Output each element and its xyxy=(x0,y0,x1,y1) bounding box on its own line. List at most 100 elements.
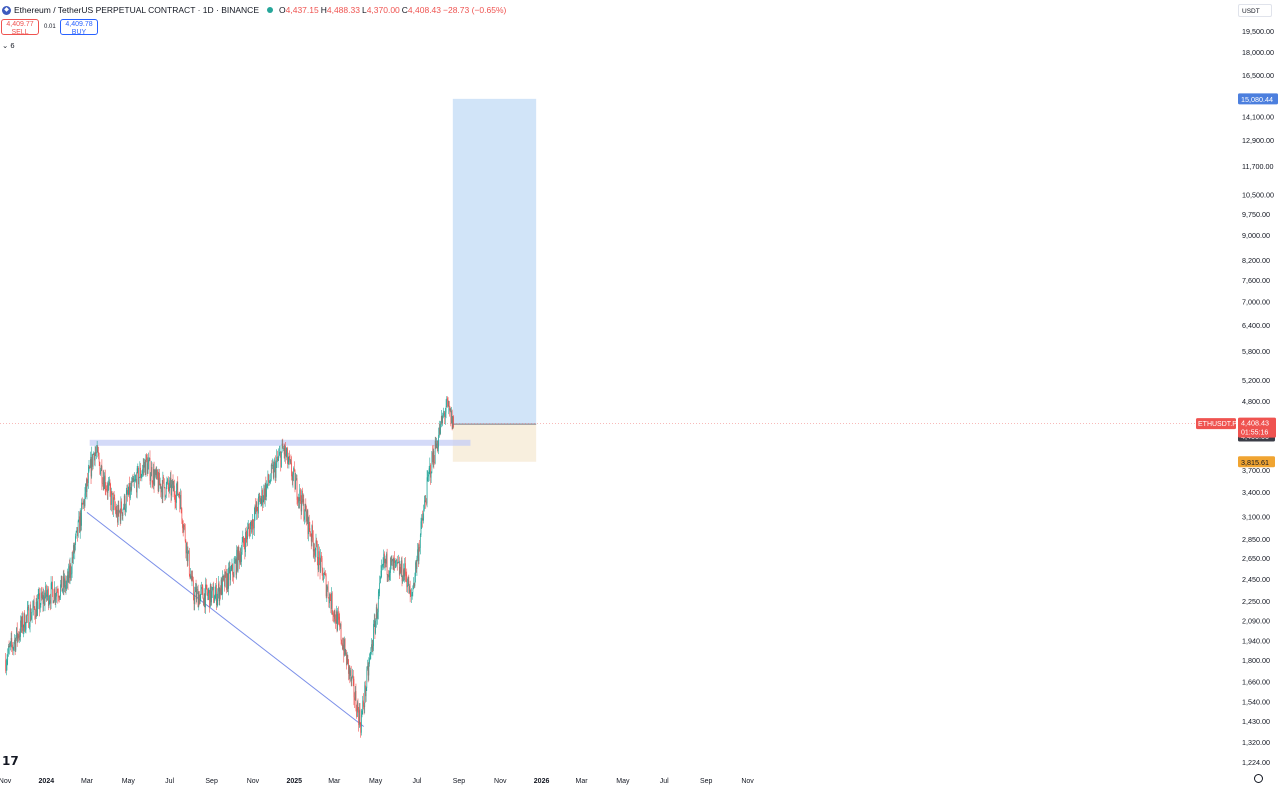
candle-body xyxy=(50,583,52,604)
candle-body xyxy=(61,575,63,592)
candle-body xyxy=(178,494,179,495)
spread-value: 0.01 xyxy=(44,24,56,30)
candle-body xyxy=(291,462,292,477)
candle-body xyxy=(55,596,57,600)
candle-body xyxy=(354,697,355,701)
candle-body xyxy=(279,452,280,456)
candle-body xyxy=(88,466,90,472)
descending-trendline[interactable] xyxy=(86,511,364,727)
candle-body xyxy=(203,598,204,606)
candle-body xyxy=(305,503,307,512)
candle-body xyxy=(371,644,373,650)
indicators-toggle[interactable]: ⌄ 6 xyxy=(2,41,15,50)
candle-body xyxy=(392,558,394,570)
candle-body xyxy=(415,562,417,570)
candle-body xyxy=(369,653,371,659)
candle-body xyxy=(284,445,286,455)
sell-button[interactable]: 4,409.77 SELL xyxy=(1,19,39,36)
candle-body xyxy=(325,573,326,576)
candle-body xyxy=(306,510,308,522)
candle-body xyxy=(330,600,332,609)
candle-body xyxy=(190,575,192,581)
candle-body xyxy=(359,709,361,724)
candle-body xyxy=(250,520,252,526)
candle-body xyxy=(18,634,19,639)
candle-body xyxy=(331,592,333,614)
tradingview-logo-icon[interactable]: 𝟭𝟳 xyxy=(2,754,19,768)
candle-body xyxy=(190,575,191,579)
long-position-profit-zone[interactable] xyxy=(452,98,537,425)
candle-body xyxy=(83,500,85,506)
candle-body xyxy=(140,467,141,478)
candle-body xyxy=(54,588,56,600)
candle-body xyxy=(185,541,187,554)
candle-body xyxy=(323,578,324,581)
candle-body xyxy=(375,620,376,634)
candle-body xyxy=(41,592,42,598)
candle-body xyxy=(176,481,178,491)
stop-price-label: 3,815.61 xyxy=(1241,458,1269,467)
candle-body xyxy=(205,584,206,608)
candle-body xyxy=(60,575,62,585)
candle-body xyxy=(90,459,92,477)
candle-body xyxy=(242,536,244,543)
candle-body xyxy=(341,640,343,644)
price-tick-label: 2,090.00 xyxy=(1242,617,1270,626)
buy-label: BUY xyxy=(71,28,87,36)
candle-body xyxy=(360,723,362,733)
buy-button[interactable]: 4,409.78 BUY xyxy=(60,19,98,36)
candle-body xyxy=(289,455,290,461)
candle-body xyxy=(74,544,76,553)
settings-icon[interactable] xyxy=(1254,774,1263,783)
candle-body xyxy=(448,405,450,407)
candle-body xyxy=(154,474,156,485)
candle-body xyxy=(67,575,69,583)
candle-body xyxy=(246,535,248,540)
indicators-count: 6 xyxy=(10,41,15,50)
candle-body xyxy=(288,455,290,463)
candle-body xyxy=(10,638,12,643)
candle-body xyxy=(211,587,213,592)
candle-body xyxy=(107,484,109,493)
candle-body xyxy=(292,474,294,481)
candle-body xyxy=(365,685,366,697)
candle-body xyxy=(14,639,16,651)
candle-body xyxy=(287,448,288,464)
candle-body xyxy=(278,455,280,460)
candle-body xyxy=(370,648,372,654)
candle-body xyxy=(364,685,366,707)
candle-body xyxy=(438,427,440,435)
candle-body xyxy=(80,512,82,526)
candle-body xyxy=(81,502,83,504)
candle-body xyxy=(192,580,194,599)
candle-body xyxy=(352,675,353,677)
candle-body xyxy=(203,593,205,606)
candle-body xyxy=(344,639,346,654)
candle-body xyxy=(139,467,141,478)
resistance-zone[interactable] xyxy=(89,439,471,446)
candle-body xyxy=(327,586,328,590)
candle-body xyxy=(412,589,414,593)
time-tick-label: Sep xyxy=(453,778,466,785)
candle-body xyxy=(188,550,189,552)
candle-body xyxy=(163,478,165,488)
candle-body xyxy=(386,553,387,564)
price-axis[interactable]: 19,500.00 18,000.00 16,500.00 14,100.00 12,9… xyxy=(1236,0,1280,789)
candle-body xyxy=(58,595,59,598)
candle-body xyxy=(87,479,89,484)
candle-body xyxy=(362,700,364,712)
candle-body xyxy=(385,559,387,564)
candle-body xyxy=(333,610,335,617)
candle-body xyxy=(47,588,49,595)
candle-body xyxy=(335,611,337,624)
candle-body xyxy=(24,629,26,632)
time-axis[interactable]: Nov 2024 Mar May Jul Sep Nov 2025 Mar May Jul Sep No… xyxy=(0,778,754,785)
candle-body xyxy=(35,602,37,619)
candle-body xyxy=(372,646,374,650)
symbol-title[interactable]: Ethereum / TetherUS PERPETUAL CONTRACT ·… xyxy=(14,5,259,15)
price-tick-label: 12,900.00 xyxy=(1242,136,1274,145)
candle-body xyxy=(434,440,436,464)
currency-select[interactable]: USDT xyxy=(1238,4,1272,17)
time-tick-label: Jul xyxy=(412,778,421,785)
